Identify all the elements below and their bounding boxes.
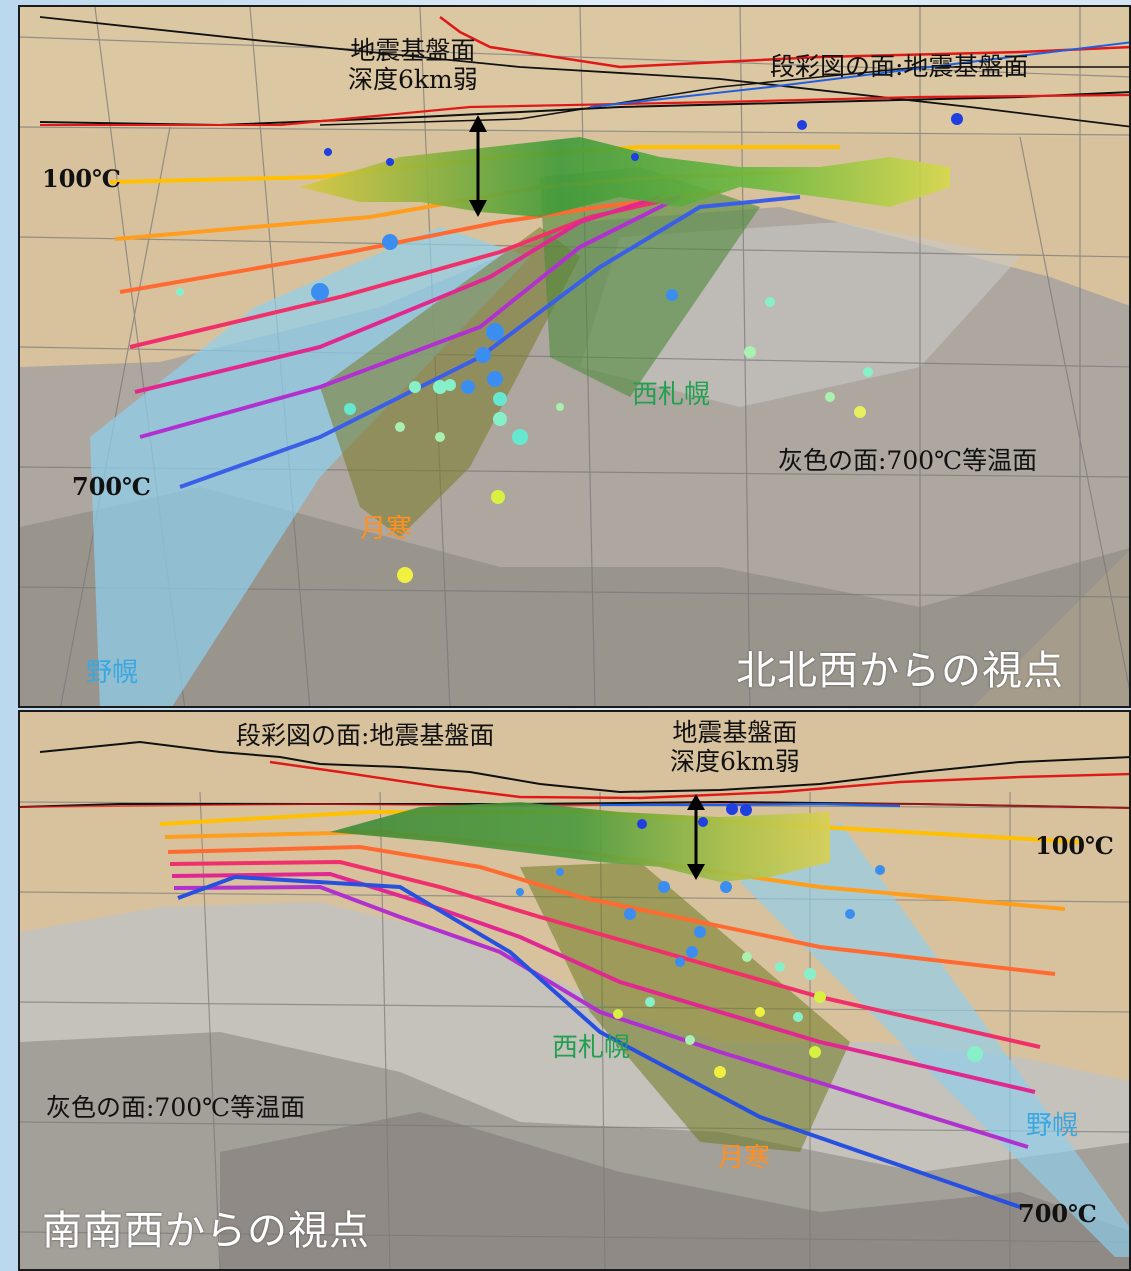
bottom-3d-scene <box>20 712 1129 1269</box>
hypocenter-dots <box>516 803 983 1078</box>
temp-low-label: 100℃ <box>42 164 121 193</box>
depth-arrow <box>469 115 487 217</box>
station-tsukisamu: 月寒 <box>360 514 413 544</box>
top-view-panel: 地震基盤面 深度6km弱 段彩図の面:地震基盤面 100℃ 700℃ 西札幌 月… <box>18 5 1131 708</box>
basement-depth-label: 地震基盤面 深度6km弱 <box>348 36 478 95</box>
basement-label-line2: 深度6km弱 <box>670 746 800 776</box>
legend-colored-surface: 段彩図の面:地震基盤面 <box>236 721 495 750</box>
station-nopporo: 野幌 <box>1026 1111 1079 1141</box>
nopporo-fault-plane <box>740 822 1129 1257</box>
nishisapporo-fault-plane <box>540 167 760 397</box>
view-label: 北北西からの視点 <box>736 648 1064 694</box>
temp-low-label: 100℃ <box>1035 831 1114 860</box>
legend-gray-surface: 灰色の面:700℃等温面 <box>46 1093 306 1122</box>
view-label: 南南西からの視点 <box>42 1208 370 1254</box>
station-nishisapporo: 西札幌 <box>632 380 711 410</box>
station-nopporo: 野幌 <box>86 658 139 688</box>
basement-depth-label: 地震基盤面 深度6km弱 <box>670 718 800 777</box>
hypocenter-dots <box>176 113 963 583</box>
basement-surface <box>300 137 950 217</box>
bottom-view-panel: 段彩図の面:地震基盤面 地震基盤面 深度6km弱 100℃ 西札幌 灰色の面:7… <box>18 710 1131 1271</box>
basement-label-line1: 地震基盤面 <box>672 718 798 747</box>
basement-label-line1: 地震基盤面 <box>350 36 476 65</box>
legend-colored-surface: 段彩図の面:地震基盤面 <box>770 52 1029 81</box>
station-tsukisamu: 月寒 <box>718 1143 771 1173</box>
top-3d-scene <box>20 7 1129 706</box>
temp-high-label: 700℃ <box>1018 1199 1097 1228</box>
legend-gray-surface: 灰色の面:700℃等温面 <box>778 446 1038 475</box>
station-nishisapporo: 西札幌 <box>552 1033 631 1063</box>
basement-label-line2: 深度6km弱 <box>348 64 478 94</box>
depth-arrow <box>687 794 705 880</box>
temp-high-label: 700℃ <box>72 472 151 501</box>
